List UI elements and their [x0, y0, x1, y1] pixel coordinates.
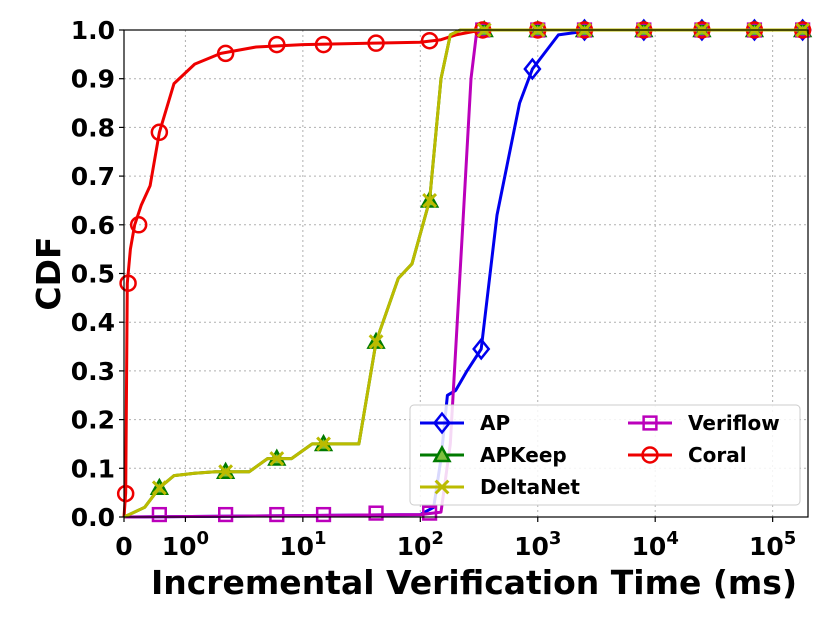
legend-label-deltanet: DeltaNet	[480, 475, 580, 499]
y-tick-label: 0.0	[71, 503, 115, 532]
legend-marker-ap	[432, 411, 452, 435]
x-tick-label: 104	[632, 528, 679, 561]
y-tick-label: 0.6	[71, 211, 115, 240]
legend-label-veriflow: Veriflow	[688, 411, 780, 435]
marker-veriflow	[315, 506, 332, 523]
marker-ap	[523, 57, 542, 81]
marker-deltanet	[422, 193, 438, 208]
y-axis-ticks: 0.0 0.1 0.2 0.3 0.4 0.5 0.6 0.7 0.8 0.9 1.0	[71, 16, 124, 532]
y-tick-label: 1.0	[71, 16, 115, 45]
marker-deltanet	[316, 436, 331, 452]
marker-ap	[472, 337, 491, 361]
y-tick-label: 0.2	[71, 406, 115, 435]
y-axis-title: CDF	[29, 236, 68, 310]
marker-coral	[367, 34, 385, 52]
marker-deltanet	[269, 451, 285, 466]
y-tick-label: 0.3	[71, 357, 115, 386]
marker-veriflow	[368, 505, 384, 521]
series-layer	[116, 18, 813, 523]
marker-coral	[129, 216, 148, 234]
y-tick-label: 0.4	[71, 308, 115, 337]
marker-deltanet	[368, 334, 384, 350]
x-axis-title: Incremental Verification Time (ms)	[151, 563, 797, 602]
legend-entry-deltanet: DeltaNet	[420, 475, 580, 499]
x-tick-label: 102	[397, 528, 444, 561]
marker-coral	[314, 35, 333, 54]
x-tick-label: 0	[115, 532, 132, 561]
legend-marker-apkeep	[432, 444, 452, 463]
x-tick-label: 103	[514, 528, 561, 561]
y-tick-label: 0.5	[71, 260, 115, 289]
marker-veriflow	[151, 506, 167, 523]
x-tick-label: 101	[279, 528, 326, 561]
legend-marker-veriflow	[642, 415, 658, 431]
legend-label-ap: AP	[480, 411, 510, 435]
legend-label-coral: Coral	[688, 443, 747, 467]
legend: AP Veriflow APKeep Coral DeltaNet	[409, 404, 801, 506]
marker-coral	[119, 274, 137, 292]
y-tick-label: 0.8	[71, 113, 115, 142]
legend-entry-coral: Coral	[628, 443, 747, 467]
legend-entry-veriflow: Veriflow	[628, 411, 780, 435]
y-tick-label: 0.1	[71, 454, 115, 483]
marker-coral	[268, 35, 286, 54]
marker-veriflow	[218, 506, 234, 523]
marker-coral	[216, 44, 235, 63]
series-line-coral	[122, 28, 808, 518]
legend-box	[409, 404, 801, 506]
y-tick-label: 0.9	[71, 65, 115, 94]
marker-deltanet	[151, 480, 167, 496]
x-axis-ticks: 0 100 101 102 103 104 105	[115, 517, 796, 561]
marker-veriflow	[421, 505, 438, 521]
series-line-deltanet	[123, 28, 808, 519]
legend-marker-coral	[641, 446, 659, 464]
legend-label-apkeep: APKeep	[480, 443, 567, 467]
legend-marker-deltanet	[434, 479, 450, 495]
marker-coral	[150, 123, 169, 142]
marker-deltanet	[218, 464, 234, 480]
marker-coral	[420, 31, 439, 50]
marker-veriflow	[269, 506, 285, 523]
marker-coral	[116, 484, 135, 503]
x-tick-label: 100	[162, 528, 209, 561]
y-tick-label: 0.7	[71, 162, 115, 191]
legend-entry-apkeep: APKeep	[420, 443, 567, 467]
legend-entry-ap: AP	[420, 411, 510, 435]
x-tick-label: 105	[749, 528, 796, 561]
